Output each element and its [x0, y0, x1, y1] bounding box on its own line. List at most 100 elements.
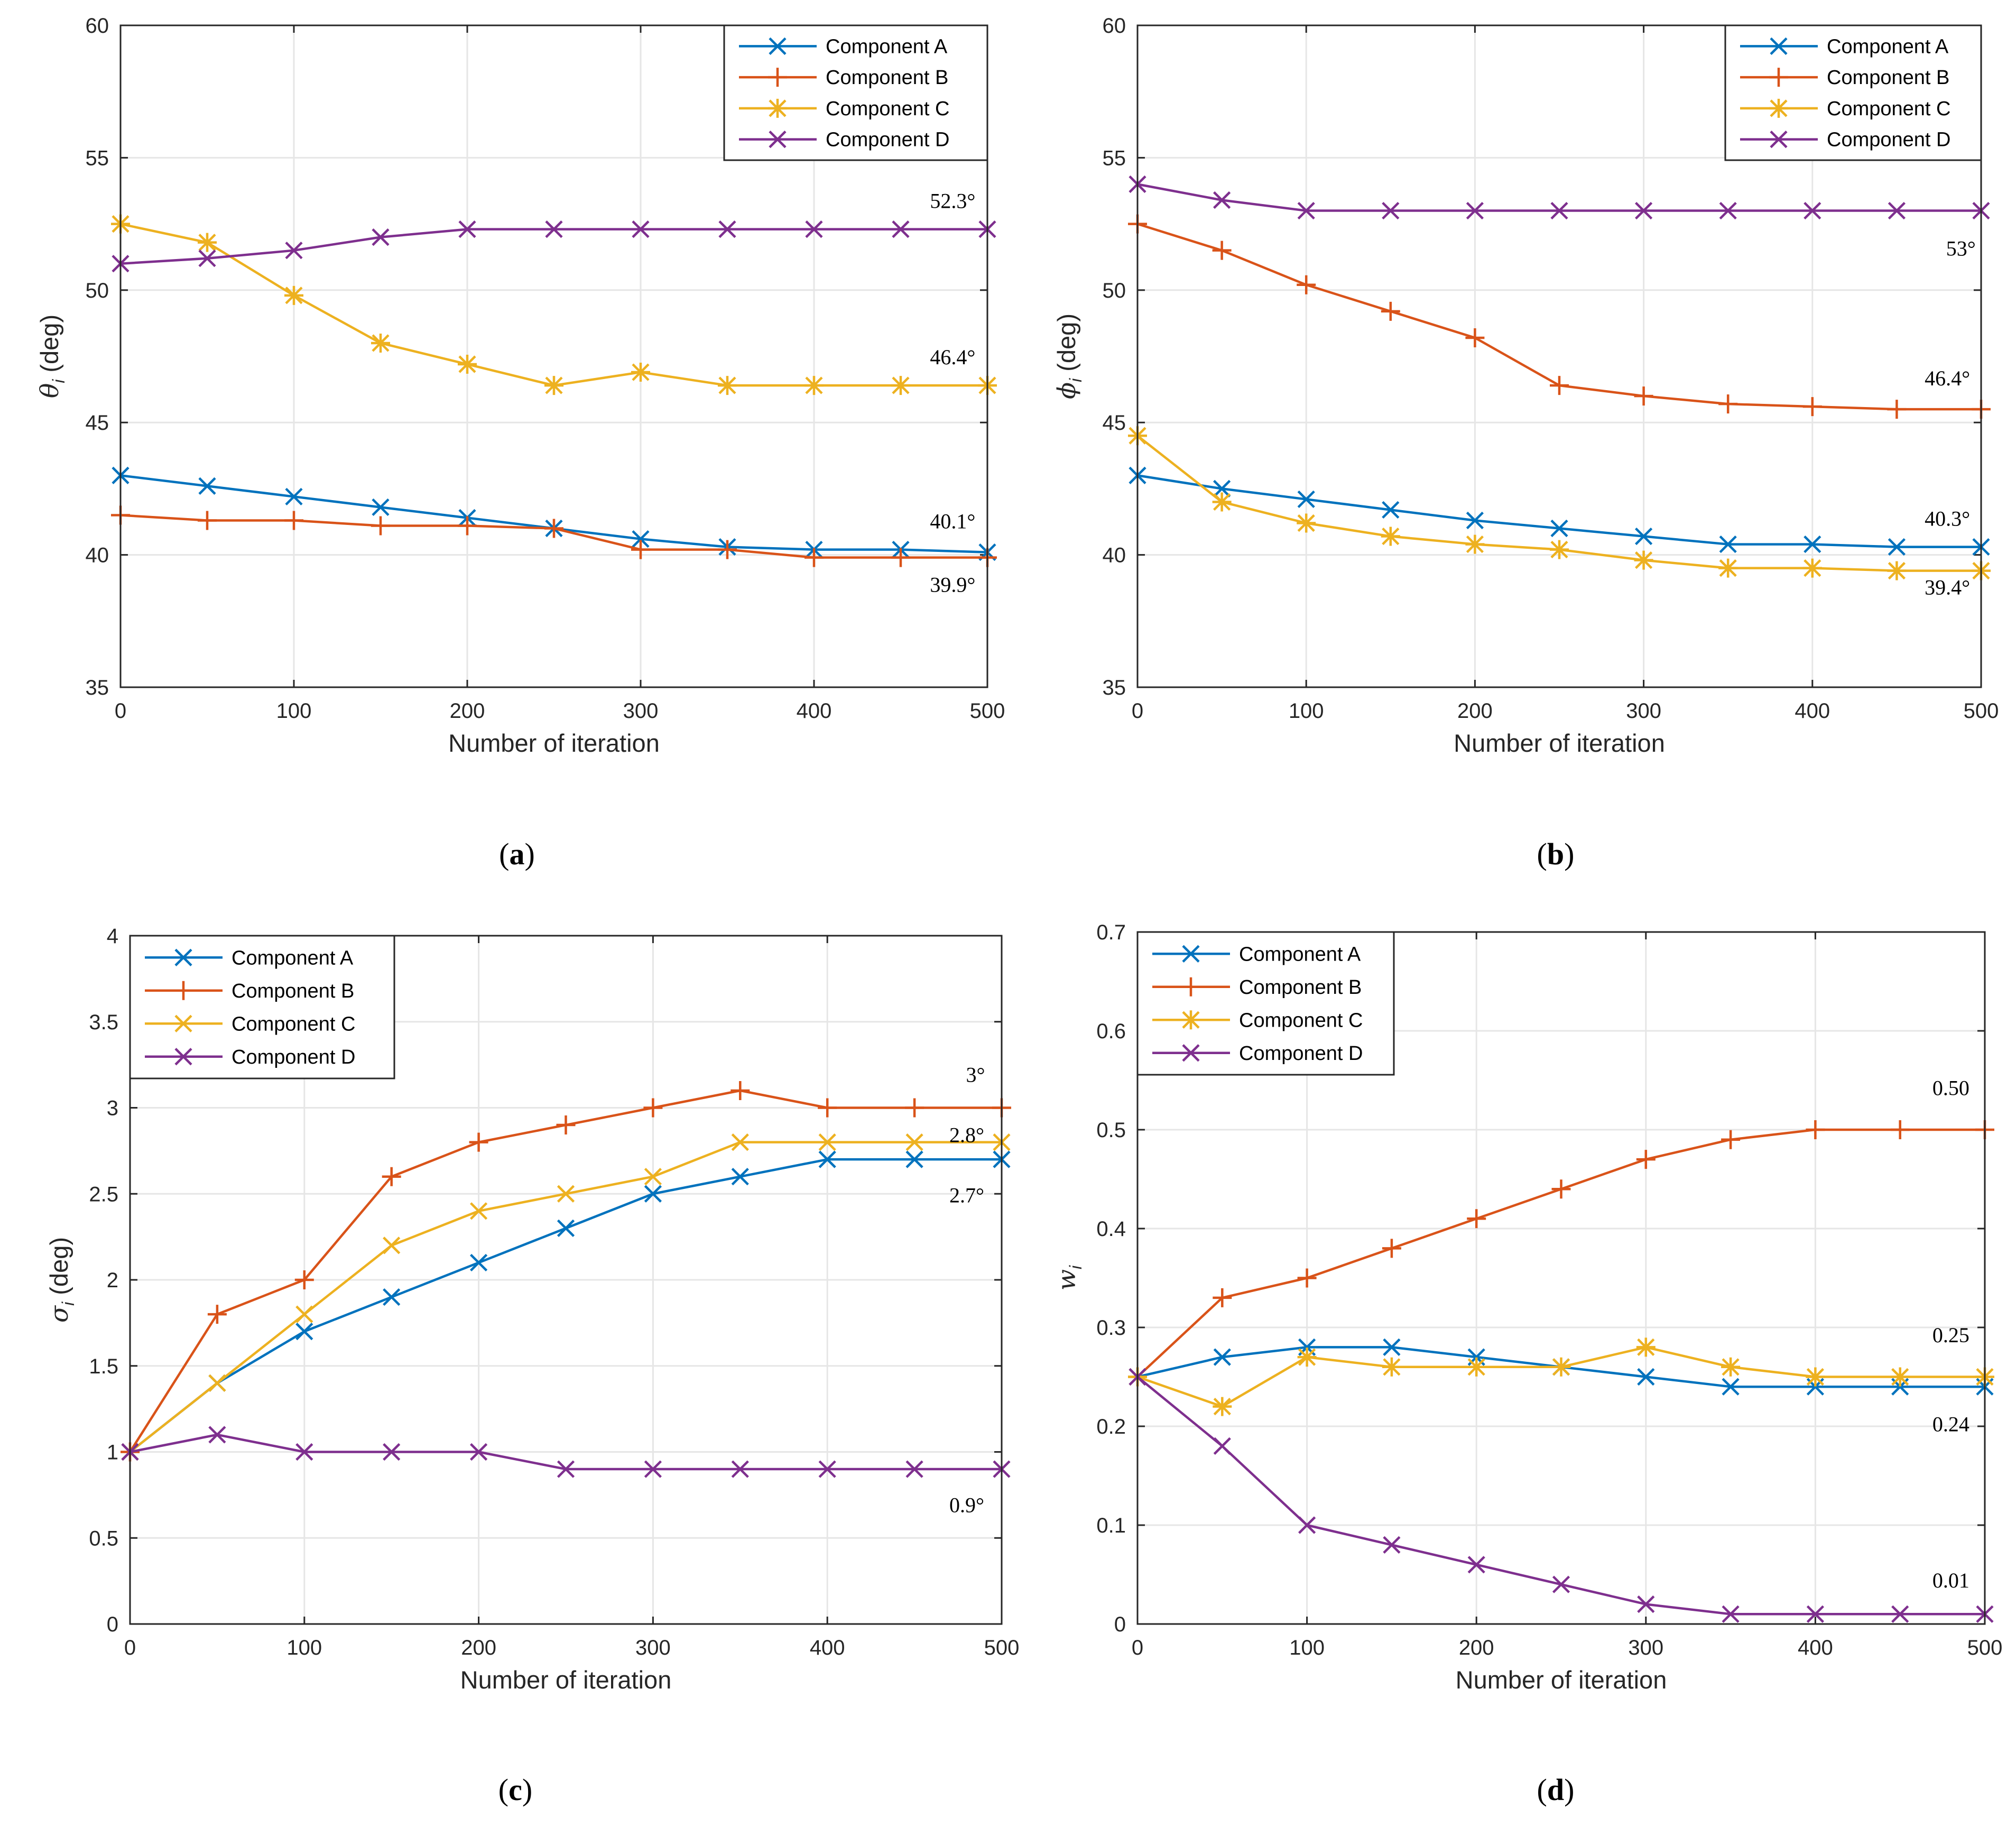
data-point: [1888, 538, 1906, 556]
data-point: [1551, 1179, 1571, 1199]
y-axis-subscript: i: [59, 1302, 78, 1306]
legend-marker: [1769, 98, 1788, 118]
data-point: [644, 1460, 662, 1478]
x-tick-label: 0: [124, 1636, 136, 1659]
legend-box: [129, 935, 395, 1079]
data-point: [1890, 1367, 1910, 1387]
data-point: [198, 511, 217, 530]
y-axis-unit: (deg): [1052, 313, 1080, 379]
y-tick-label: 4: [107, 925, 118, 948]
y-tick-label: 55: [86, 146, 109, 170]
y-tick-label: 0.2: [1096, 1415, 1126, 1438]
value-annotation: 46.4°: [1925, 366, 1970, 390]
x-tick-label: 300: [1626, 699, 1661, 723]
x-tick-label: 0: [1132, 1636, 1143, 1659]
data-point: [905, 1098, 924, 1118]
caption-paren-open: (: [1537, 837, 1547, 871]
x-tick-label: 0: [115, 699, 126, 723]
y-axis-label: wi: [1052, 1265, 1085, 1290]
x-axis-label: Number of iteration: [1454, 729, 1665, 757]
data-point: [804, 376, 824, 395]
data-point: [295, 1323, 313, 1341]
value-annotation: 46.4°: [930, 345, 975, 369]
data-point: [818, 1098, 837, 1118]
x-tick-label: 300: [1628, 1636, 1663, 1659]
value-annotation: 3°: [966, 1063, 985, 1087]
value-annotation: 0.01: [1932, 1568, 1969, 1592]
data-point: [1213, 1348, 1231, 1366]
y-tick-label: 0.5: [89, 1527, 118, 1550]
x-tick-label: 200: [1459, 1636, 1494, 1659]
data-point: [1297, 1348, 1317, 1367]
chart-d: 0 100 200 300 400 500 0 0.1 0.2 0.3 0.4 0.5 0.6 0.7 Nu…: [1052, 921, 2002, 1807]
data-point: [458, 220, 476, 238]
data-point: [1635, 201, 1653, 220]
data-point: [1213, 479, 1231, 497]
x-tick-label: 100: [1289, 699, 1324, 723]
data-point: [1213, 1288, 1232, 1307]
legend: Component A Component B Component C Compone…: [1724, 24, 1982, 161]
series-d: [121, 1426, 1011, 1478]
data-point: [644, 1168, 662, 1186]
value-annotation: 0.50: [1932, 1076, 1969, 1100]
data-point: [1722, 1378, 1740, 1396]
legend-label: Component C: [1827, 98, 1950, 120]
value-annotation: 52.3°: [930, 189, 975, 213]
chart-a: 0 100 200 300 400 500 35 40 45 50 55 60 Number of it…: [35, 14, 1005, 871]
value-annotation: 2.8°: [949, 1123, 984, 1147]
x-tick-label: 200: [450, 699, 485, 723]
legend-label: Component A: [232, 947, 354, 969]
data-point: [1722, 1605, 1740, 1623]
caption-paren-close: ): [522, 1773, 532, 1807]
data-point: [818, 1133, 836, 1151]
series-a: [1129, 466, 1990, 556]
data-point: [208, 1374, 226, 1392]
data-point: [643, 1098, 663, 1118]
legend-label: Component C: [826, 98, 949, 120]
data-point: [1634, 386, 1653, 406]
data-point: [1719, 535, 1737, 553]
data-point: [1721, 1130, 1741, 1149]
data-point: [1467, 1556, 1485, 1574]
y-tick-label: 0: [107, 1613, 118, 1636]
y-axis-subscript: i: [49, 379, 68, 383]
value-annotation: 40.1°: [930, 510, 975, 533]
legend-marker: [1770, 37, 1788, 55]
y-axis-symbol: ϕ: [1052, 382, 1081, 399]
legend-box: [1136, 931, 1395, 1076]
x-tick-label: 100: [1289, 1636, 1325, 1659]
data-point: [1213, 191, 1231, 209]
data-point: [458, 516, 477, 536]
value-annotation: 39.9°: [930, 573, 975, 597]
x-tick-label: 200: [1457, 699, 1493, 723]
y-tick-label: 0.1: [1096, 1514, 1126, 1537]
axes-frame: [119, 24, 988, 688]
y-axis-label: ϕi (deg): [1052, 313, 1085, 399]
value-annotation: 53°: [1946, 237, 1976, 261]
series-b: [111, 505, 997, 567]
data-point: [718, 220, 736, 238]
y-tick-label: 45: [1103, 411, 1126, 435]
data-point: [1297, 513, 1316, 533]
x-tick-label: 400: [810, 1636, 845, 1659]
legend-marker: [768, 68, 787, 87]
data-point: [1212, 492, 1232, 512]
data-point: [631, 540, 650, 559]
y-tick-label: 3: [107, 1097, 118, 1120]
subfigure-caption: (c): [498, 1773, 532, 1807]
x-tick-label: 500: [970, 699, 1005, 723]
data-point: [1636, 1337, 1656, 1357]
legend-marker: [174, 1048, 192, 1066]
data-point: [1383, 1338, 1401, 1356]
y-tick-label: 60: [1103, 14, 1126, 38]
legend-label: Component C: [1239, 1009, 1363, 1031]
data-point: [294, 1270, 314, 1289]
data-point: [731, 1460, 749, 1478]
data-point: [284, 285, 303, 305]
data-point: [1212, 241, 1232, 260]
data-point: [1635, 527, 1653, 546]
legend: Component A Component B Component C Compone…: [723, 24, 988, 161]
caption-paren-open: (: [498, 1773, 508, 1807]
legend-label: Component D: [1239, 1042, 1363, 1065]
data-point: [1721, 1357, 1741, 1377]
